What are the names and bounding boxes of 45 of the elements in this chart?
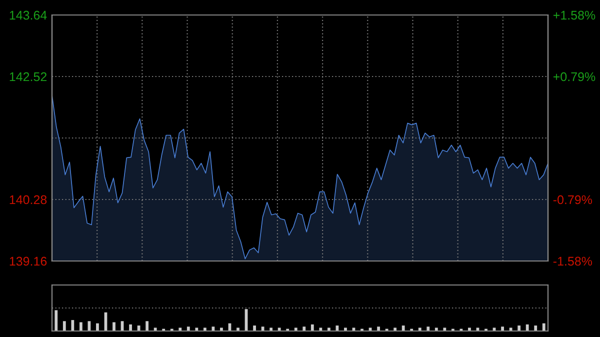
bar (236, 328, 240, 331)
bar (501, 326, 504, 331)
bar (278, 328, 281, 331)
y-tick-label: 143.64 (10, 10, 47, 20)
bar (154, 328, 157, 331)
bar (394, 328, 397, 331)
bar (129, 324, 132, 331)
bar (253, 326, 256, 331)
bar (186, 326, 190, 331)
bar (526, 324, 529, 331)
bar (319, 328, 322, 331)
bar (294, 328, 298, 331)
y-tick-label: 142.52 (10, 72, 47, 82)
bar (203, 328, 206, 331)
bar (270, 328, 273, 331)
bar (402, 326, 405, 331)
y2-tick-label: +0.79% (553, 72, 596, 82)
bar (310, 324, 314, 331)
bar (468, 328, 471, 331)
bar (71, 320, 74, 331)
bar (54, 310, 58, 331)
bar (443, 328, 446, 331)
bar (112, 322, 116, 331)
bar (96, 323, 99, 331)
bar (220, 328, 223, 331)
bar (542, 323, 546, 331)
y2-tick-label: -0.79% (553, 195, 592, 204)
y2-tick-label: -1.58% (553, 256, 592, 266)
bar (534, 326, 538, 331)
y-tick-label: 139.16 (10, 256, 47, 266)
y-tick-label: 140.28 (10, 195, 47, 204)
bar (195, 328, 198, 331)
bar (146, 321, 149, 331)
bar (518, 326, 521, 331)
bar (79, 322, 82, 331)
bar (418, 328, 422, 331)
y2-tick-label: +1.58% (553, 10, 596, 20)
bar (344, 328, 347, 331)
bar (327, 328, 330, 331)
bar (302, 326, 306, 331)
bar (426, 326, 430, 331)
bar (434, 328, 438, 331)
bar (62, 321, 66, 331)
bar (377, 326, 380, 331)
bar (178, 328, 182, 331)
